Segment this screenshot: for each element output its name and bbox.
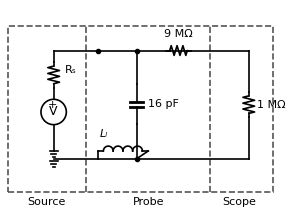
Text: 1 MΩ: 1 MΩ [257,100,285,110]
Text: Lₗ: Lₗ [99,129,108,139]
Text: Rₛ: Rₛ [65,65,77,75]
Text: 9 MΩ: 9 MΩ [164,29,193,39]
Text: Probe: Probe [133,197,164,207]
Text: 16 pF: 16 pF [148,99,179,109]
Text: +: + [48,100,57,110]
Text: Scope: Scope [222,197,256,207]
Text: Source: Source [28,197,66,207]
Text: V: V [49,105,58,119]
